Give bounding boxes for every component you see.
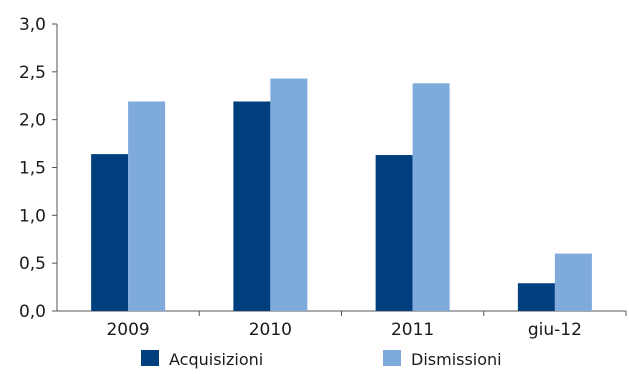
bar-dismissioni-2011 — [412, 83, 450, 312]
bar-acquisizioni-2010 — [233, 101, 271, 312]
bar-dismissioni-2010 — [270, 78, 308, 311]
x-category-label: 2010 — [249, 320, 292, 340]
y-ticks: 0,0 0,5 1,0 1,5 2,0 2,5 3,0 — [19, 15, 57, 322]
x-category-label: giu-12 — [528, 320, 582, 340]
x-labels: 2009 2010 2011 giu-12 — [106, 311, 627, 340]
legend-label-dismissioni: Dismissioni — [411, 350, 502, 369]
legend-label-acquisizioni: Acquisizioni — [169, 350, 263, 369]
y-tick-label: 0,0 — [19, 302, 46, 322]
x-category-label: 2009 — [106, 320, 149, 340]
legend-swatch-dismissioni — [383, 350, 401, 366]
y-tick-label: 3,0 — [19, 15, 46, 35]
y-tick-label: 2,0 — [19, 111, 46, 131]
legend-swatch-acquisizioni — [141, 350, 159, 366]
bar-dismissioni-giu-12 — [554, 253, 592, 311]
y-tick-label: 1,5 — [19, 159, 46, 179]
bar-dismissioni-2009 — [128, 101, 166, 312]
y-tick-label: 1,0 — [19, 206, 46, 226]
x-category-label: 2011 — [391, 320, 434, 340]
y-tick-label: 0,5 — [19, 254, 46, 274]
y-tick-label: 2,5 — [19, 63, 46, 83]
bar-acquisizioni-2011 — [375, 155, 413, 311]
bar-acquisizioni-giu-12 — [517, 283, 555, 311]
bars — [91, 78, 592, 312]
bar-acquisizioni-2009 — [91, 154, 129, 311]
legend: Acquisizioni Dismissioni — [141, 350, 502, 369]
